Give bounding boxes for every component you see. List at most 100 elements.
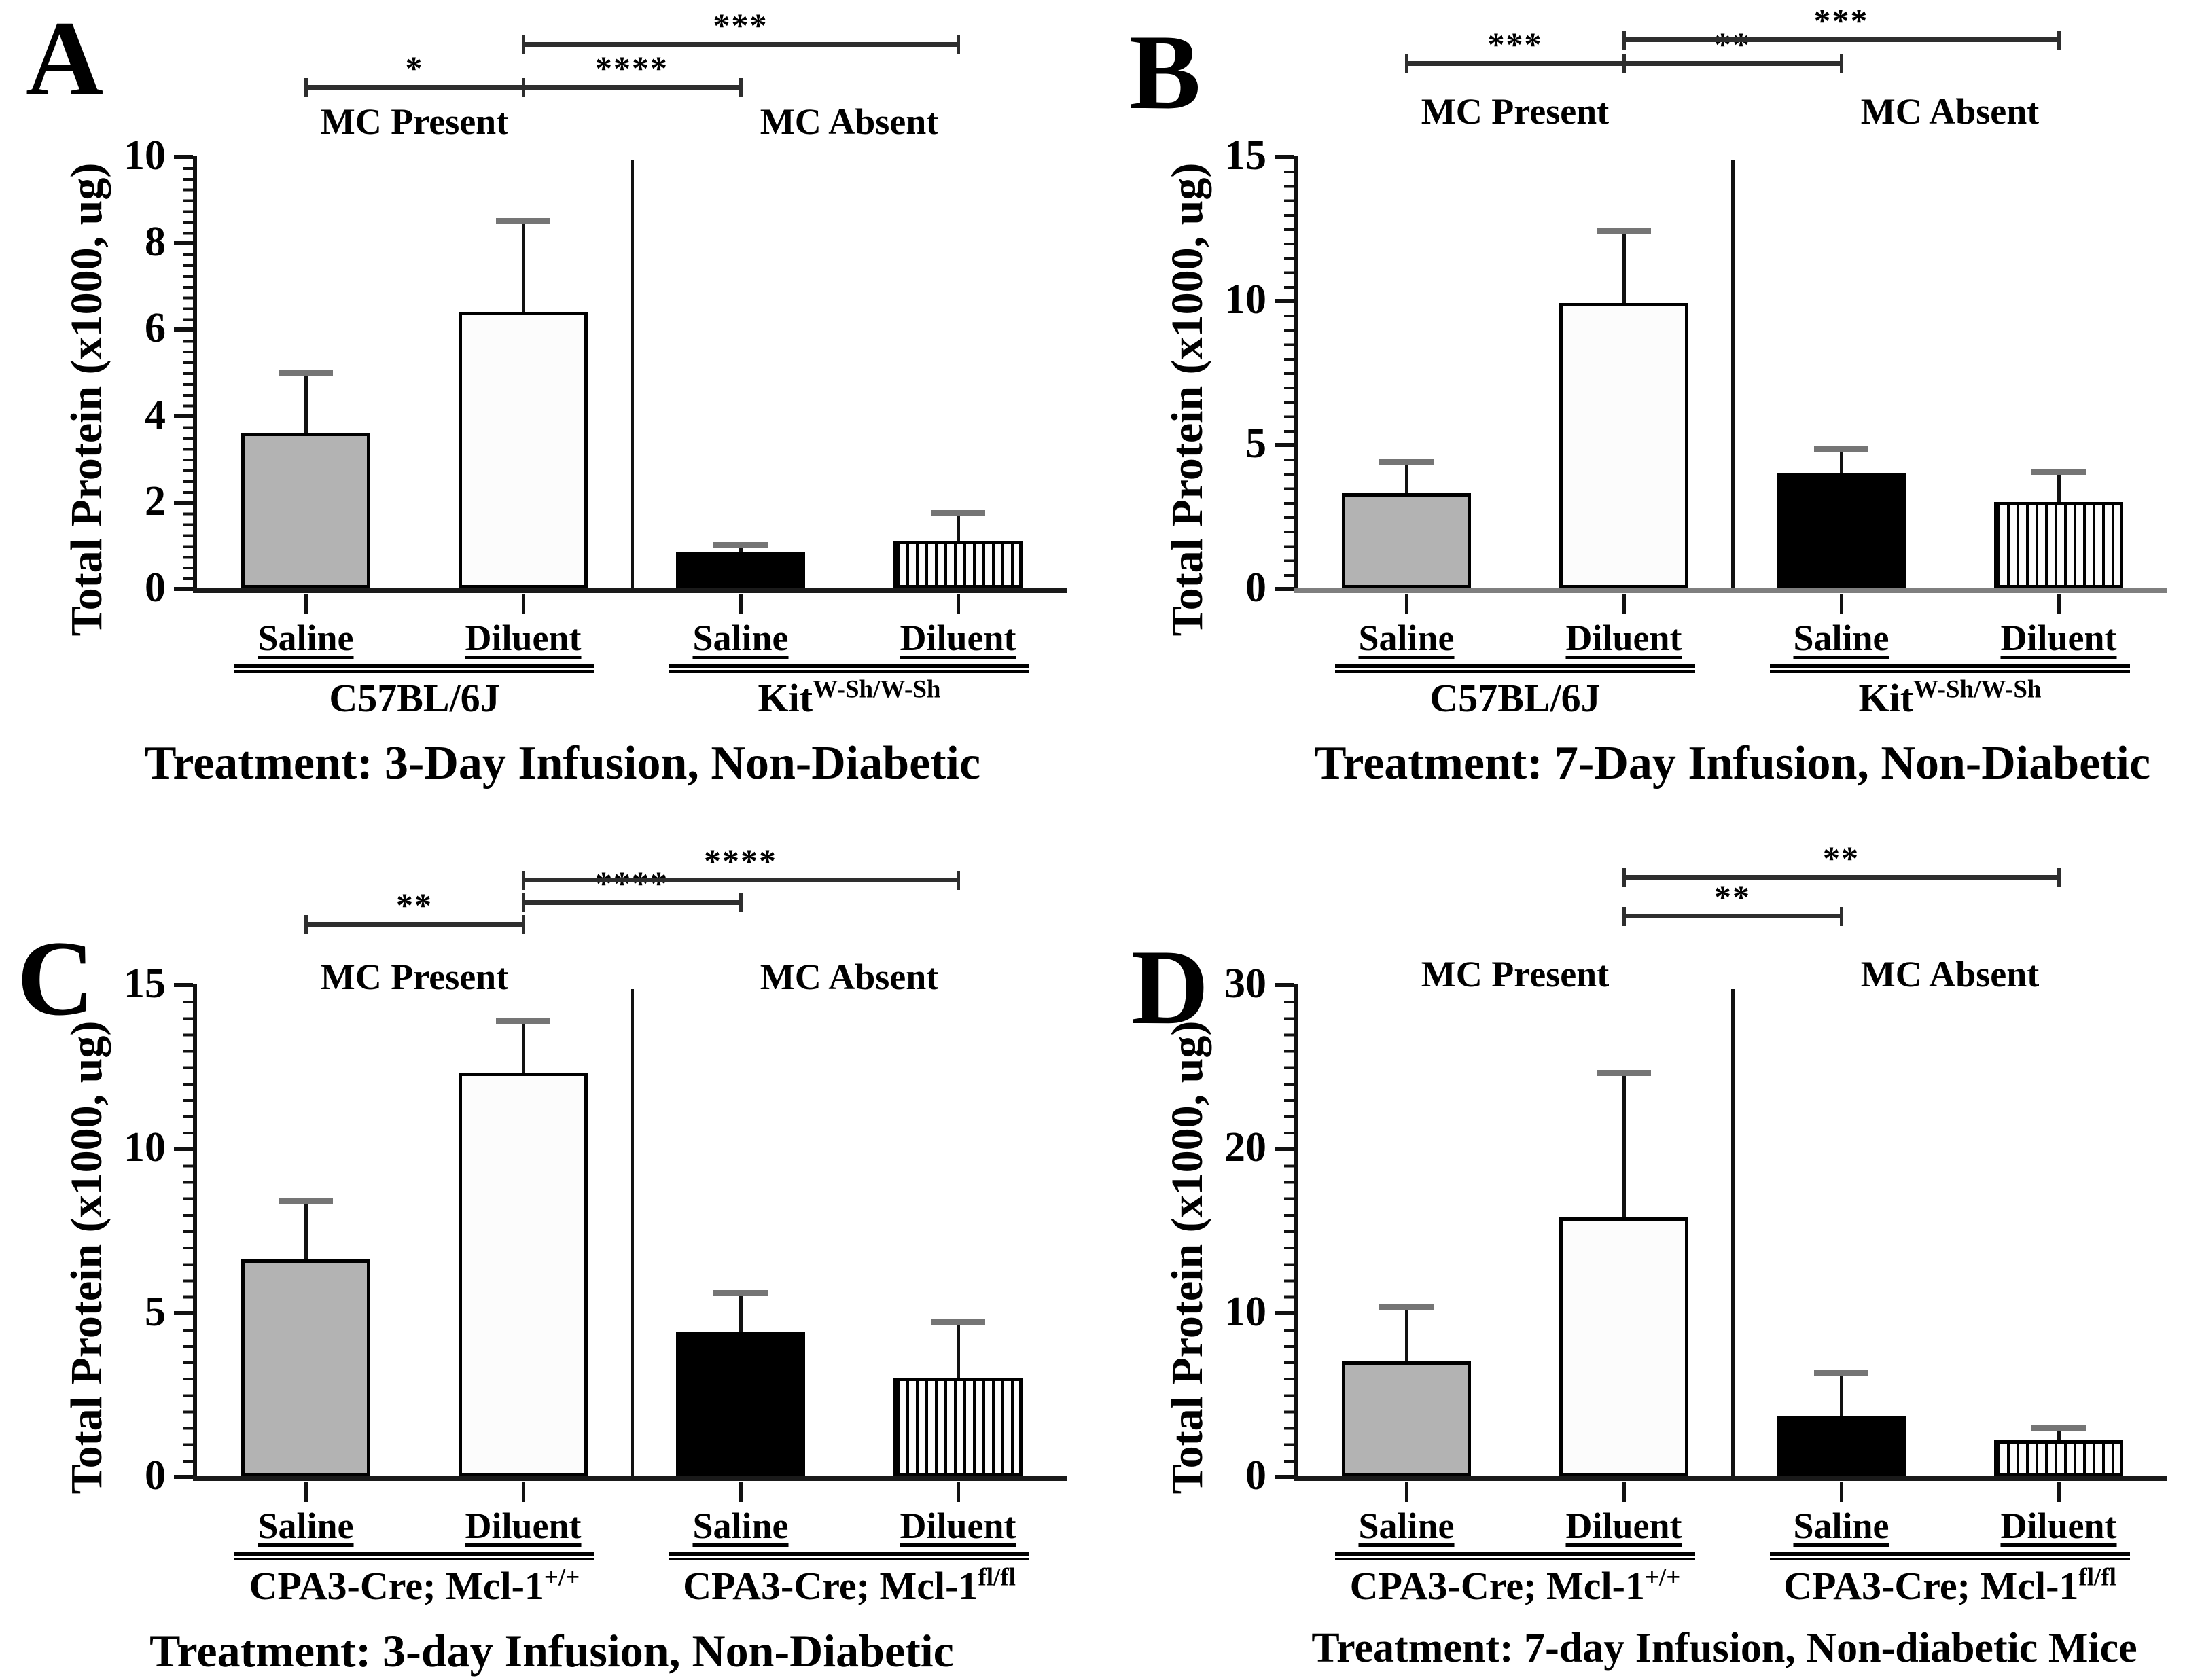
significance-bracket-endcap bbox=[739, 893, 743, 912]
y-axis-label: Total Protein (x1000, ug) bbox=[1162, 1020, 1212, 1495]
error-bar-cap bbox=[931, 1319, 985, 1326]
significance-bracket bbox=[1624, 875, 2059, 880]
chart-title: Treatment: 3-Day Infusion, Non-Diabetic bbox=[144, 737, 981, 789]
genotype-base: CPA3-Cre; Mcl-1 bbox=[1349, 1564, 1645, 1608]
group-divider-line bbox=[631, 989, 634, 1476]
group-header-label: MC Absent bbox=[1860, 91, 2040, 132]
error-bar-cap bbox=[279, 370, 333, 376]
significance-bracket-endcap bbox=[739, 78, 743, 97]
bar bbox=[1342, 1361, 1471, 1476]
bar bbox=[1994, 1440, 2123, 1476]
group-header-label: MC Absent bbox=[1860, 954, 2040, 995]
significance-bracket-endcap bbox=[304, 78, 308, 97]
x-axis-line bbox=[193, 588, 1067, 593]
significance-bracket-endcap bbox=[1622, 31, 1626, 50]
y-tick-label: 6 bbox=[145, 305, 166, 352]
y-tick-label: 15 bbox=[1224, 132, 1266, 179]
genotype-label: CPA3-Cre; Mcl-1+/+ bbox=[1350, 1563, 1681, 1609]
significance-label: *** bbox=[713, 6, 768, 44]
significance-bracket bbox=[523, 878, 958, 882]
y-tick-label: 0 bbox=[1245, 1452, 1266, 1499]
y-minor-ticks bbox=[183, 156, 193, 590]
y-axis-line bbox=[193, 156, 197, 591]
significance-bracket bbox=[523, 42, 958, 47]
genotype-base: Kit bbox=[1858, 676, 1914, 720]
panel-letter: B bbox=[1129, 13, 1201, 132]
error-bar-stem bbox=[1839, 448, 1843, 473]
significance-label: *** bbox=[1487, 25, 1543, 63]
bar bbox=[1777, 473, 1906, 588]
genotype-label: CPA3-Cre; Mcl-1fl/fl bbox=[683, 1563, 1016, 1609]
error-bar-stem bbox=[739, 1292, 743, 1332]
group-header-label: MC Present bbox=[320, 957, 509, 997]
error-bar-stem bbox=[304, 372, 308, 433]
y-tick-label: 2 bbox=[145, 478, 166, 524]
treatment-label: Saline bbox=[258, 1505, 354, 1546]
significance-bracket-endcap bbox=[1622, 54, 1626, 73]
y-axis-line bbox=[1294, 984, 1298, 1479]
bar bbox=[1559, 303, 1688, 588]
error-bar-stem bbox=[1622, 1073, 1626, 1217]
y-tick-label: 5 bbox=[145, 1288, 166, 1335]
y-axis-label: Total Protein (x1000, ug) bbox=[62, 1020, 111, 1495]
x-tick bbox=[521, 594, 525, 614]
significance-bracket-endcap bbox=[1840, 907, 1843, 926]
genotype-base: CPA3-Cre; Mcl-1 bbox=[249, 1564, 544, 1608]
panel-letter: C bbox=[17, 919, 95, 1038]
genotype-label: KitW-Sh/W-Sh bbox=[758, 675, 940, 721]
treatment-label: Saline bbox=[692, 618, 789, 658]
error-bar-stem bbox=[521, 221, 525, 312]
treatment-label: Diluent bbox=[1565, 1505, 1682, 1546]
y-tick-label: 5 bbox=[1245, 421, 1266, 467]
y-tick bbox=[1275, 443, 1294, 447]
x-tick bbox=[956, 1482, 960, 1502]
y-tick-label: 20 bbox=[1224, 1124, 1266, 1171]
genotype-superscript: W-Sh/W-Sh bbox=[1913, 675, 2042, 704]
y-tick bbox=[174, 1475, 193, 1479]
y-tick bbox=[174, 587, 193, 591]
group-header-label: MC Present bbox=[1421, 91, 1610, 132]
significance-bracket-endcap bbox=[522, 893, 525, 912]
x-tick bbox=[304, 1482, 308, 1502]
group-underline bbox=[1335, 1552, 1695, 1560]
treatment-label: Saline bbox=[1793, 618, 1889, 658]
x-tick bbox=[1839, 1482, 1843, 1502]
x-tick bbox=[1622, 594, 1626, 614]
significance-bracket-endcap bbox=[522, 871, 525, 890]
y-tick-label: 15 bbox=[124, 961, 166, 1007]
y-tick bbox=[174, 414, 193, 418]
significance-bracket-endcap bbox=[1405, 54, 1408, 73]
y-minor-ticks bbox=[183, 984, 193, 1478]
panel-c: C Total Protein (x1000, ug) Treatment: 3… bbox=[0, 840, 1101, 1680]
significance-label: *** bbox=[1813, 1, 1869, 39]
genotype-superscript: +/+ bbox=[1644, 1563, 1681, 1592]
genotype-base: C57BL/6J bbox=[1429, 676, 1601, 720]
x-tick bbox=[2057, 594, 2061, 614]
group-header-label: MC Present bbox=[1421, 954, 1610, 995]
error-bar-cap bbox=[1814, 1370, 1868, 1376]
error-bar-cap bbox=[1597, 1070, 1651, 1077]
error-bar-cap bbox=[1379, 459, 1434, 465]
error-bar-cap bbox=[1814, 446, 1868, 452]
bar bbox=[241, 1259, 370, 1476]
y-axis-line bbox=[193, 984, 197, 1479]
genotype-superscript: fl/fl bbox=[2078, 1563, 2116, 1592]
significance-bracket-endcap bbox=[522, 78, 525, 97]
treatment-label: Diluent bbox=[2000, 618, 2117, 658]
group-underline bbox=[1770, 664, 2130, 673]
treatment-label: Diluent bbox=[465, 1505, 582, 1546]
significance-label: ** bbox=[1714, 878, 1751, 916]
y-tick-label: 10 bbox=[124, 132, 166, 179]
y-tick bbox=[174, 983, 193, 987]
y-tick bbox=[174, 155, 193, 159]
panel-letter: D bbox=[1131, 928, 1209, 1047]
y-tick-label: 0 bbox=[145, 565, 166, 611]
panel-a: A Total Protein (x1000, ug) Treatment: 3… bbox=[0, 0, 1101, 840]
genotype-label: CPA3-Cre; Mcl-1fl/fl bbox=[1783, 1563, 2116, 1609]
y-tick bbox=[1275, 1475, 1294, 1479]
bar bbox=[1559, 1217, 1688, 1476]
group-divider-line bbox=[1731, 160, 1735, 588]
y-tick-label: 10 bbox=[124, 1124, 166, 1171]
y-axis-line bbox=[1294, 156, 1298, 591]
